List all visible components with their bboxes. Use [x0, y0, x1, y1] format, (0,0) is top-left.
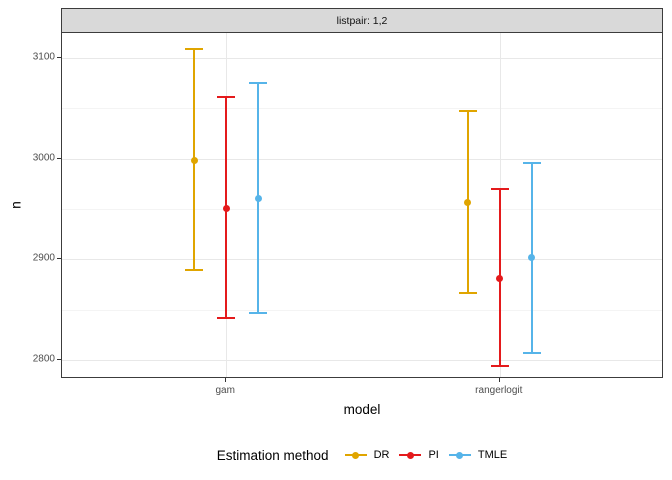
gridline-minor	[62, 108, 662, 110]
errorbar-cap	[217, 316, 236, 319]
y-tick-label: 2800	[32, 353, 55, 365]
gridline-major	[62, 58, 662, 60]
x-tick-mark	[225, 378, 227, 382]
mean-point	[222, 204, 230, 212]
legend-key-tmle-icon	[448, 448, 471, 463]
y-tick-label: 3100	[32, 51, 55, 63]
x-tick-label-gam: gam	[215, 385, 235, 396]
errorbar-cap	[458, 110, 477, 113]
mean-point	[528, 253, 536, 261]
legend-title: Estimation method	[216, 447, 329, 463]
errorbar-cap	[185, 48, 204, 51]
x-axis-title: model	[343, 402, 381, 417]
errorbar-cap	[490, 364, 509, 367]
y-tick-mark	[57, 157, 61, 159]
legend-key-dot	[456, 451, 464, 459]
mean-point	[496, 274, 504, 282]
legend-label-DR: DR	[373, 449, 390, 461]
legend-key-dot	[352, 451, 360, 459]
facet-strip: listpair: 1,2	[61, 8, 663, 33]
gridline-major	[62, 158, 662, 160]
errorbar-cap	[522, 161, 541, 164]
legend-label-TMLE: TMLE	[477, 449, 508, 461]
y-tick-mark	[57, 358, 61, 360]
errorbar-cap	[490, 187, 509, 190]
legend-key-dr-icon	[344, 448, 367, 463]
y-tick-label: 2900	[32, 252, 55, 264]
legend-item-TMLE: TMLE	[448, 448, 508, 463]
mean-point	[254, 195, 262, 203]
errorbar-cap	[458, 291, 477, 294]
legend-item-DR: DR	[344, 448, 390, 463]
gridline-minor	[62, 309, 662, 311]
errorbar-cap	[217, 96, 236, 99]
y-tick-label: 3000	[32, 152, 55, 164]
facet-strip-label: listpair: 1,2	[336, 14, 388, 27]
x-tick-mark	[498, 378, 500, 382]
errorbar-cap	[185, 269, 204, 272]
legend: Estimation method DR PI TMLE	[61, 444, 663, 466]
legend-label-PI: PI	[428, 449, 439, 461]
x-tick-label-rangerlogit: rangerlogit	[475, 385, 523, 396]
gridline-major	[62, 259, 662, 261]
mean-point	[464, 199, 472, 207]
legend-key-dot	[406, 451, 414, 459]
errorbar-cap	[249, 311, 268, 314]
errorbar-cap	[249, 82, 268, 85]
y-tick-mark	[57, 258, 61, 260]
y-axis-title: n	[8, 201, 24, 209]
plot-panel	[61, 32, 663, 378]
legend-item-PI: PI	[399, 448, 439, 463]
gridline-minor	[62, 209, 662, 211]
y-tick-mark	[57, 57, 61, 59]
errorbar-cap	[522, 351, 541, 354]
mean-point	[190, 157, 198, 165]
legend-key-pi-icon	[399, 448, 422, 463]
gridline-major	[62, 359, 662, 361]
